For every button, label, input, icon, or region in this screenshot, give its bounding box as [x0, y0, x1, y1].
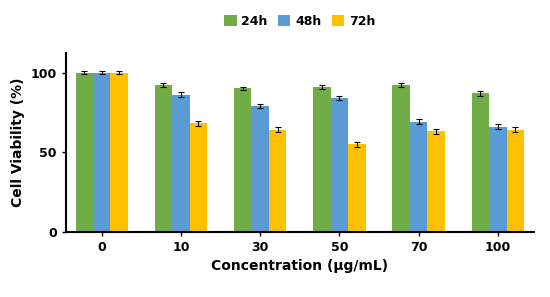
Bar: [93, 72, 111, 232]
Bar: [507, 130, 524, 232]
X-axis label: Concentration (μg/mL): Concentration (μg/mL): [211, 259, 388, 273]
Bar: [410, 122, 427, 232]
Y-axis label: Cell Viability (%): Cell Viability (%): [11, 78, 25, 207]
Bar: [155, 85, 172, 232]
Bar: [190, 124, 207, 232]
Bar: [251, 106, 269, 232]
Bar: [427, 132, 445, 232]
Bar: [269, 130, 287, 232]
Bar: [472, 93, 489, 232]
Bar: [331, 98, 348, 232]
Bar: [234, 89, 251, 232]
Legend: 24h, 48h, 72h: 24h, 48h, 72h: [219, 10, 381, 33]
Bar: [489, 127, 507, 232]
Bar: [348, 144, 366, 232]
Bar: [393, 85, 410, 232]
Bar: [172, 95, 190, 232]
Bar: [313, 87, 331, 232]
Bar: [75, 72, 93, 232]
Bar: [111, 72, 128, 232]
